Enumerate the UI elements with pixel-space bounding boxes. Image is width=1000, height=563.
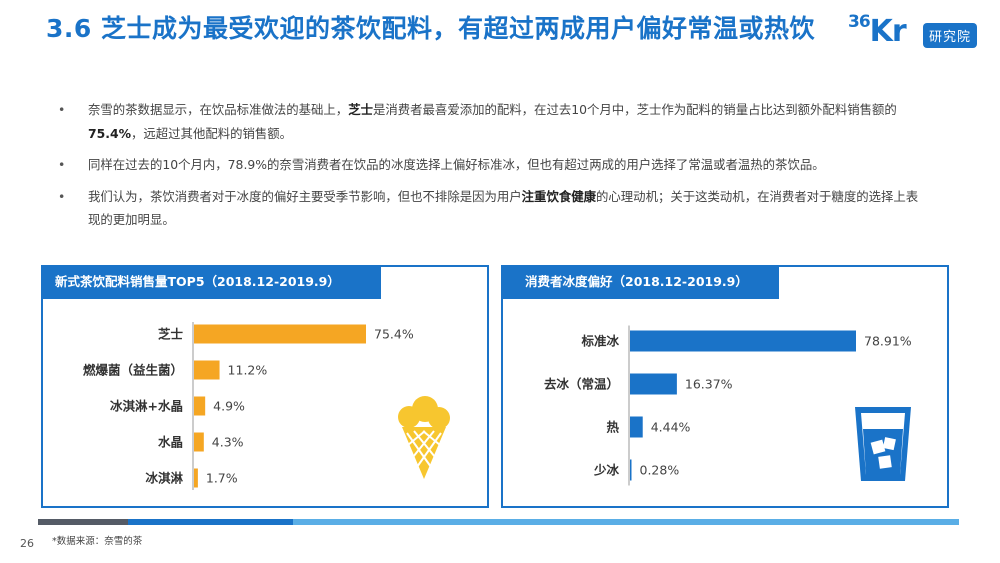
- brand-logo: 36Kr: [848, 12, 907, 49]
- bullet-text: 我们认为，茶饮消费者对于冰度的偏好主要受季节影响，但也不排除是因为用户: [88, 188, 522, 204]
- brand-logo-letters: Kr: [869, 14, 907, 49]
- bullet-list: • 奈雪的茶数据显示，在饮品标准做法的基础上，芝士是消费者最喜爱添加的配料，在过去…: [58, 98, 928, 240]
- bullet-item: • 奈雪的茶数据显示，在饮品标准做法的基础上，芝士是消费者最喜爱添加的配料，在过去…: [58, 98, 928, 145]
- footer-bar-blue: [128, 519, 293, 525]
- bullet-dot: •: [58, 188, 66, 204]
- ice-preference-chart-title: 消费者冰度偏好（2018.12-2019.9）: [501, 265, 779, 299]
- bar: [194, 396, 206, 416]
- ice-cube: [870, 439, 886, 455]
- bullet-item: • 同样在过去的10个月内，78.9%的奈雪消费者在饮品的冰度选择上偏好标准冰，但…: [58, 153, 928, 177]
- bullet-text: 同样在过去的10个月内，78.9%的奈雪消费者在饮品的冰度选择上偏好标准冰，但也…: [88, 157, 825, 172]
- footer-bar-light: [293, 519, 959, 525]
- bar: [630, 416, 643, 438]
- bullet-text: 的心理动机；关于这类动机，在消费者对于糖度的选择上表现的更加明显。: [88, 188, 919, 228]
- brand-logo-number: 36: [848, 12, 871, 32]
- ice-cream-scoop-right: [428, 407, 450, 429]
- page-number: 26: [20, 537, 34, 550]
- bar: [630, 330, 856, 352]
- bar: [194, 468, 198, 488]
- data-source-note: *数据来源：奈雪的茶: [52, 536, 143, 547]
- footer-bar-dark: [38, 519, 128, 525]
- bullet-dot: •: [58, 157, 66, 172]
- category-label: 水晶: [158, 435, 183, 450]
- bullet-item: • 我们认为，茶饮消费者对于冰度的偏好主要受季节影响，但也不排除是因为用户注重饮食…: [58, 185, 928, 232]
- ice-cube: [878, 455, 892, 469]
- toppings-chart-panel: 新式茶饮配料销售量TOP5（2018.12-2019.9） 芝士 75.4% 燃爆菌…: [41, 265, 489, 508]
- category-label: 芝士: [158, 327, 184, 342]
- bullet-highlight: 注重饮食健康: [521, 188, 597, 204]
- ice-cube: [882, 437, 896, 451]
- cone-waffle-line: [412, 430, 435, 458]
- category-label: 冰淇淋: [145, 471, 183, 486]
- logo: 36Kr 研究院: [848, 12, 988, 54]
- ice-preference-chart-panel: 消费者冰度偏好（2018.12-2019.9） 标准冰 78.91% 去冰（常温） 1…: [501, 265, 949, 508]
- bullet-text: 是消费者最喜爱添加的配料，在过去10个月中，芝士作为配料的销量占比达到额外配料销…: [372, 102, 897, 117]
- value-label: 78.91%: [864, 334, 912, 349]
- category-label: 标准冰: [580, 334, 619, 349]
- logo-badge: 研究院: [923, 23, 978, 48]
- value-label: 16.37%: [685, 377, 733, 392]
- value-label: 1.7%: [206, 471, 238, 486]
- iced-drink-glass-icon: [855, 407, 911, 481]
- category-label: 热: [606, 420, 619, 435]
- bar: [194, 324, 366, 344]
- bar: [630, 373, 677, 395]
- category-label: 燃爆菌（益生菌）: [83, 363, 183, 378]
- value-label: 75.4%: [374, 327, 414, 342]
- toppings-chart-title: 新式茶饮配料销售量TOP5（2018.12-2019.9）: [41, 265, 381, 299]
- bullet-text: 奈雪的茶数据显示，在饮品标准做法的基础上，: [88, 102, 349, 117]
- bullet-highlight: 芝士: [348, 102, 373, 117]
- cone-waffle-line: [407, 430, 426, 446]
- bullet-text: ，远超过其他配料的销售额。: [131, 125, 293, 141]
- value-label: 4.44%: [651, 420, 691, 435]
- bar: [194, 432, 204, 452]
- toppings-bar-chart: 芝士 75.4% 燃爆菌（益生菌） 11.2% 冰淇淋+水晶 4.9% 水晶 4.3% 冰淇淋 1…: [83, 322, 450, 490]
- ice-cream-cone-icon: [398, 396, 450, 479]
- bar: [630, 459, 632, 481]
- page-title: 3.6 芝士成为最受欢迎的茶饮配料，有超过两成用户偏好常温或热饮: [46, 14, 815, 43]
- category-label: 冰淇淋+水晶: [110, 399, 183, 414]
- cone-waffle-line: [422, 430, 441, 446]
- cone-waffle-line: [416, 432, 442, 468]
- bar: [194, 360, 220, 380]
- ice-preference-bar-chart: 标准冰 78.91% 去冰（常温） 16.37% 热 4.44% 少冰 0.28%: [544, 325, 912, 486]
- category-label: 少冰: [593, 463, 620, 478]
- bullet-highlight: 75.4%: [88, 125, 131, 141]
- value-label: 4.9%: [213, 399, 245, 414]
- category-label: 去冰（常温）: [544, 377, 619, 392]
- value-label: 0.28%: [640, 463, 680, 478]
- value-label: 4.3%: [212, 435, 244, 450]
- value-label: 11.2%: [228, 363, 268, 378]
- bullet-dot: •: [58, 102, 66, 117]
